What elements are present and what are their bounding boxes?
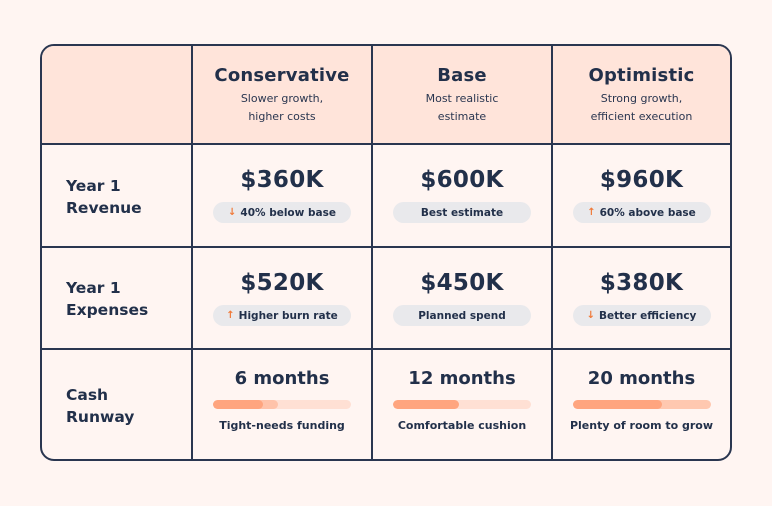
column-title: Optimistic bbox=[588, 65, 695, 86]
column-header-optimistic: Optimistic Strong growth, efficient exec… bbox=[553, 46, 730, 145]
runway-cell-conservative: 6 months Tight-needs funding bbox=[193, 350, 373, 459]
badge-text: 60% above base bbox=[599, 206, 696, 219]
badge-text: Planned spend bbox=[418, 309, 506, 322]
status-badge: ↓ Better efficiency bbox=[572, 305, 711, 326]
runway-months: 6 months bbox=[234, 368, 330, 389]
column-header-conservative: Conservative Slower growth, higher costs bbox=[193, 46, 373, 145]
status-badge: Planned spend bbox=[393, 305, 531, 326]
progress-fill bbox=[572, 400, 663, 409]
column-header-base: Base Most realistic estimate bbox=[373, 46, 553, 145]
expenses-cell-conservative: $520K ↑ Higher burn rate bbox=[193, 248, 373, 350]
column-title: Base bbox=[437, 65, 487, 86]
status-badge: ↑ Higher burn rate bbox=[213, 305, 351, 326]
row-label-runway: Cash Runway bbox=[42, 350, 193, 459]
revenue-value: $960K bbox=[599, 167, 684, 193]
runway-note: Tight-needs funding bbox=[219, 419, 345, 432]
runway-progress-bar bbox=[393, 400, 531, 409]
column-subtitle: Most realistic estimate bbox=[425, 92, 499, 123]
revenue-value: $360K bbox=[240, 167, 324, 193]
progress-fill bbox=[213, 400, 263, 409]
runway-months: 12 months bbox=[408, 368, 516, 389]
expenses-value: $520K bbox=[240, 270, 324, 296]
runway-note: Comfortable cushion bbox=[397, 419, 527, 432]
column-title: Conservative bbox=[214, 65, 350, 86]
row-label-revenue: Year 1 Revenue bbox=[42, 145, 193, 248]
arrow-down-icon: ↓ bbox=[586, 309, 595, 321]
revenue-cell-base: $600K Best estimate bbox=[373, 145, 553, 248]
revenue-cell-optimistic: $960K ↑ 60% above base bbox=[553, 145, 730, 248]
revenue-cell-conservative: $360K ↓ 40% below base bbox=[193, 145, 373, 248]
column-subtitle: Slower growth, higher costs bbox=[240, 92, 324, 123]
expenses-value: $450K bbox=[420, 270, 504, 296]
row-label-text: Year 1 Revenue bbox=[66, 176, 142, 217]
row-label-expenses: Year 1 Expenses bbox=[42, 248, 193, 350]
status-badge: ↑ 60% above base bbox=[572, 202, 711, 223]
header-corner bbox=[42, 46, 193, 145]
arrow-down-icon: ↓ bbox=[228, 206, 237, 218]
badge-text: Higher burn rate bbox=[238, 309, 338, 322]
runway-progress-bar bbox=[572, 400, 711, 409]
scenario-comparison-table: Conservative Slower growth, higher costs… bbox=[40, 44, 732, 461]
runway-cell-optimistic: 20 months Plenty of room to grow bbox=[553, 350, 730, 459]
arrow-up-icon: ↑ bbox=[226, 309, 235, 321]
runway-note: Plenty of room to grow bbox=[569, 419, 714, 432]
status-badge: Best estimate bbox=[393, 202, 531, 223]
expenses-value: $380K bbox=[599, 270, 684, 296]
badge-text: Better efficiency bbox=[598, 309, 697, 322]
column-subtitle: Strong growth, efficient execution bbox=[590, 92, 693, 123]
status-badge: ↓ 40% below base bbox=[213, 202, 351, 223]
badge-text: 40% below base bbox=[240, 206, 336, 219]
progress-fill bbox=[393, 400, 460, 409]
expenses-cell-base: $450K Planned spend bbox=[373, 248, 553, 350]
revenue-value: $600K bbox=[420, 167, 504, 193]
row-label-text: Year 1 Expenses bbox=[66, 279, 149, 319]
runway-months: 20 months bbox=[587, 368, 696, 389]
row-label-text: Cash Runway bbox=[66, 385, 135, 426]
expenses-cell-optimistic: $380K ↓ Better efficiency bbox=[553, 248, 730, 350]
runway-cell-base: 12 months Comfortable cushion bbox=[373, 350, 553, 459]
arrow-up-icon: ↑ bbox=[587, 206, 596, 218]
runway-progress-bar bbox=[213, 400, 351, 409]
badge-text: Best estimate bbox=[420, 206, 504, 219]
